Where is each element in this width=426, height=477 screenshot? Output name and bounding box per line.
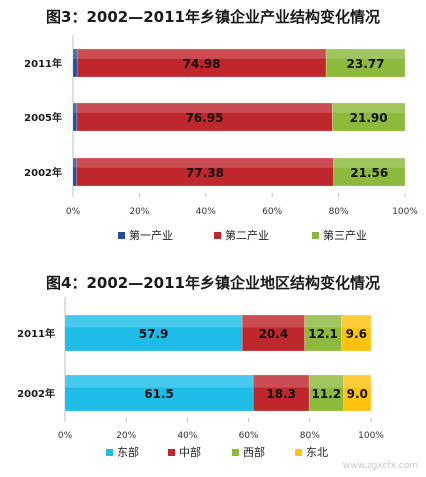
chart1-x-tick-label: 100%: [392, 207, 418, 217]
chart1-legend-swatch: [312, 232, 319, 239]
chart1-bar-segment: [76, 102, 333, 132]
chart1-bar-segment: [76, 48, 327, 78]
chart1-legend-label: 第三产业: [323, 228, 367, 242]
chart2-bar-highlight: [65, 315, 243, 328]
chart2-bar-segment: [64, 374, 254, 412]
chart2-bar-highlight: [304, 315, 342, 328]
chart1-bar-highlight: [326, 49, 405, 59]
chart1-data-label: 77.38: [186, 166, 224, 180]
chart2-bar-segment: [341, 314, 372, 352]
chart2-bar-segment: [308, 374, 344, 412]
chart1-category-label: 2011年: [24, 57, 62, 70]
chart2-x-tick-label: 40%: [177, 431, 197, 441]
chart1-category-label: 2005年: [24, 111, 62, 124]
chart2-legend-label: 西部: [243, 445, 265, 459]
chart2-bar-highlight: [343, 375, 371, 388]
chart1-x-tick-label: 80%: [329, 207, 349, 217]
chart2-legend-swatch: [232, 449, 239, 456]
chart2-bar-segment: [343, 374, 372, 412]
watermark-text: www.zgxcfx.com: [342, 461, 418, 471]
chart2-data-label: 11.2: [312, 387, 342, 401]
chart1-bar-highlight: [332, 103, 405, 113]
chart1-legend-swatch: [118, 232, 125, 239]
chart2-bar-segment: [241, 314, 305, 352]
chart2-x-tick-label: 20%: [116, 431, 136, 441]
chart2-data-label: 9.0: [347, 387, 368, 401]
chart2-x-tick-label: 80%: [300, 431, 320, 441]
chart2-title: 图4：2002—2011年乡镇企业地区结构变化情况: [46, 274, 380, 292]
chart1-bar-highlight: [73, 103, 77, 113]
chart1-bar-highlight: [73, 158, 77, 168]
chart1-bar-highlight: [333, 158, 405, 168]
chart2-data-label: 12.1: [308, 327, 338, 341]
chart1-bar-segment: [76, 157, 334, 187]
chart2-x-tick-label: 0%: [58, 431, 73, 441]
chart1-legend-label: 第一产业: [129, 228, 173, 242]
chart2-data-label: 18.3: [266, 387, 296, 401]
chart1-bar-highlight: [77, 49, 327, 59]
chart2-bar-segment: [64, 314, 243, 352]
chart2-bar-segment: [304, 314, 342, 352]
chart1-data-label: 21.56: [350, 166, 388, 180]
chart2-x-tick-label: 100%: [358, 431, 384, 441]
chart2-bar-highlight: [242, 315, 305, 328]
chart2-legend-label: 中部: [179, 445, 201, 459]
chart1-legend-label: 第二产业: [225, 228, 269, 242]
chart1-bar-highlight: [76, 103, 333, 113]
chart1-bar-segment: [333, 157, 406, 187]
chart2-data-label: 61.5: [144, 387, 174, 401]
chart1-x-tick-label: 20%: [129, 207, 149, 217]
chart2-legend-swatch: [295, 449, 302, 456]
chart2-legend-label: 东北: [306, 446, 328, 459]
chart1-data-label: 21.90: [350, 111, 388, 125]
chart2-legend-swatch: [106, 449, 113, 456]
chart1-data-label: 23.77: [347, 57, 385, 71]
chart2-bar-segment: [252, 374, 310, 412]
chart2-data-label: 9.6: [346, 327, 367, 341]
chart1-bar-segment: [331, 102, 406, 132]
chart2-bar-highlight: [309, 375, 344, 388]
chart2-bar-highlight: [65, 375, 254, 388]
chart2-x-tick-label: 60%: [239, 431, 259, 441]
chart1-category-label: 2002年: [24, 166, 62, 179]
chart1-data-label: 76.95: [186, 111, 224, 125]
chart2-data-label: 57.9: [139, 327, 169, 341]
chart1-data-label: 74.98: [183, 57, 221, 71]
chart1-bar-highlight: [73, 49, 78, 59]
chart2-category-label: 2011年: [17, 327, 55, 340]
chart2-data-label: 20.4: [259, 327, 289, 341]
chart2-bar-highlight: [341, 315, 371, 328]
chart1-bar-segment: [325, 48, 406, 78]
chart1-title: 图3：2002—2011年乡镇企业产业结构变化情况: [46, 8, 380, 26]
chart2-bar-highlight: [253, 375, 310, 388]
chart1-bar-highlight: [76, 158, 334, 168]
chart1-legend-swatch: [214, 232, 221, 239]
chart1-x-tick-label: 60%: [262, 207, 282, 217]
chart2-category-label: 2002年: [17, 387, 55, 400]
chart2-legend-swatch: [168, 449, 175, 456]
chart1-x-tick-label: 0%: [66, 207, 81, 217]
chart2-legend-label: 东部: [117, 445, 139, 459]
chart1-x-tick-label: 40%: [196, 207, 216, 217]
